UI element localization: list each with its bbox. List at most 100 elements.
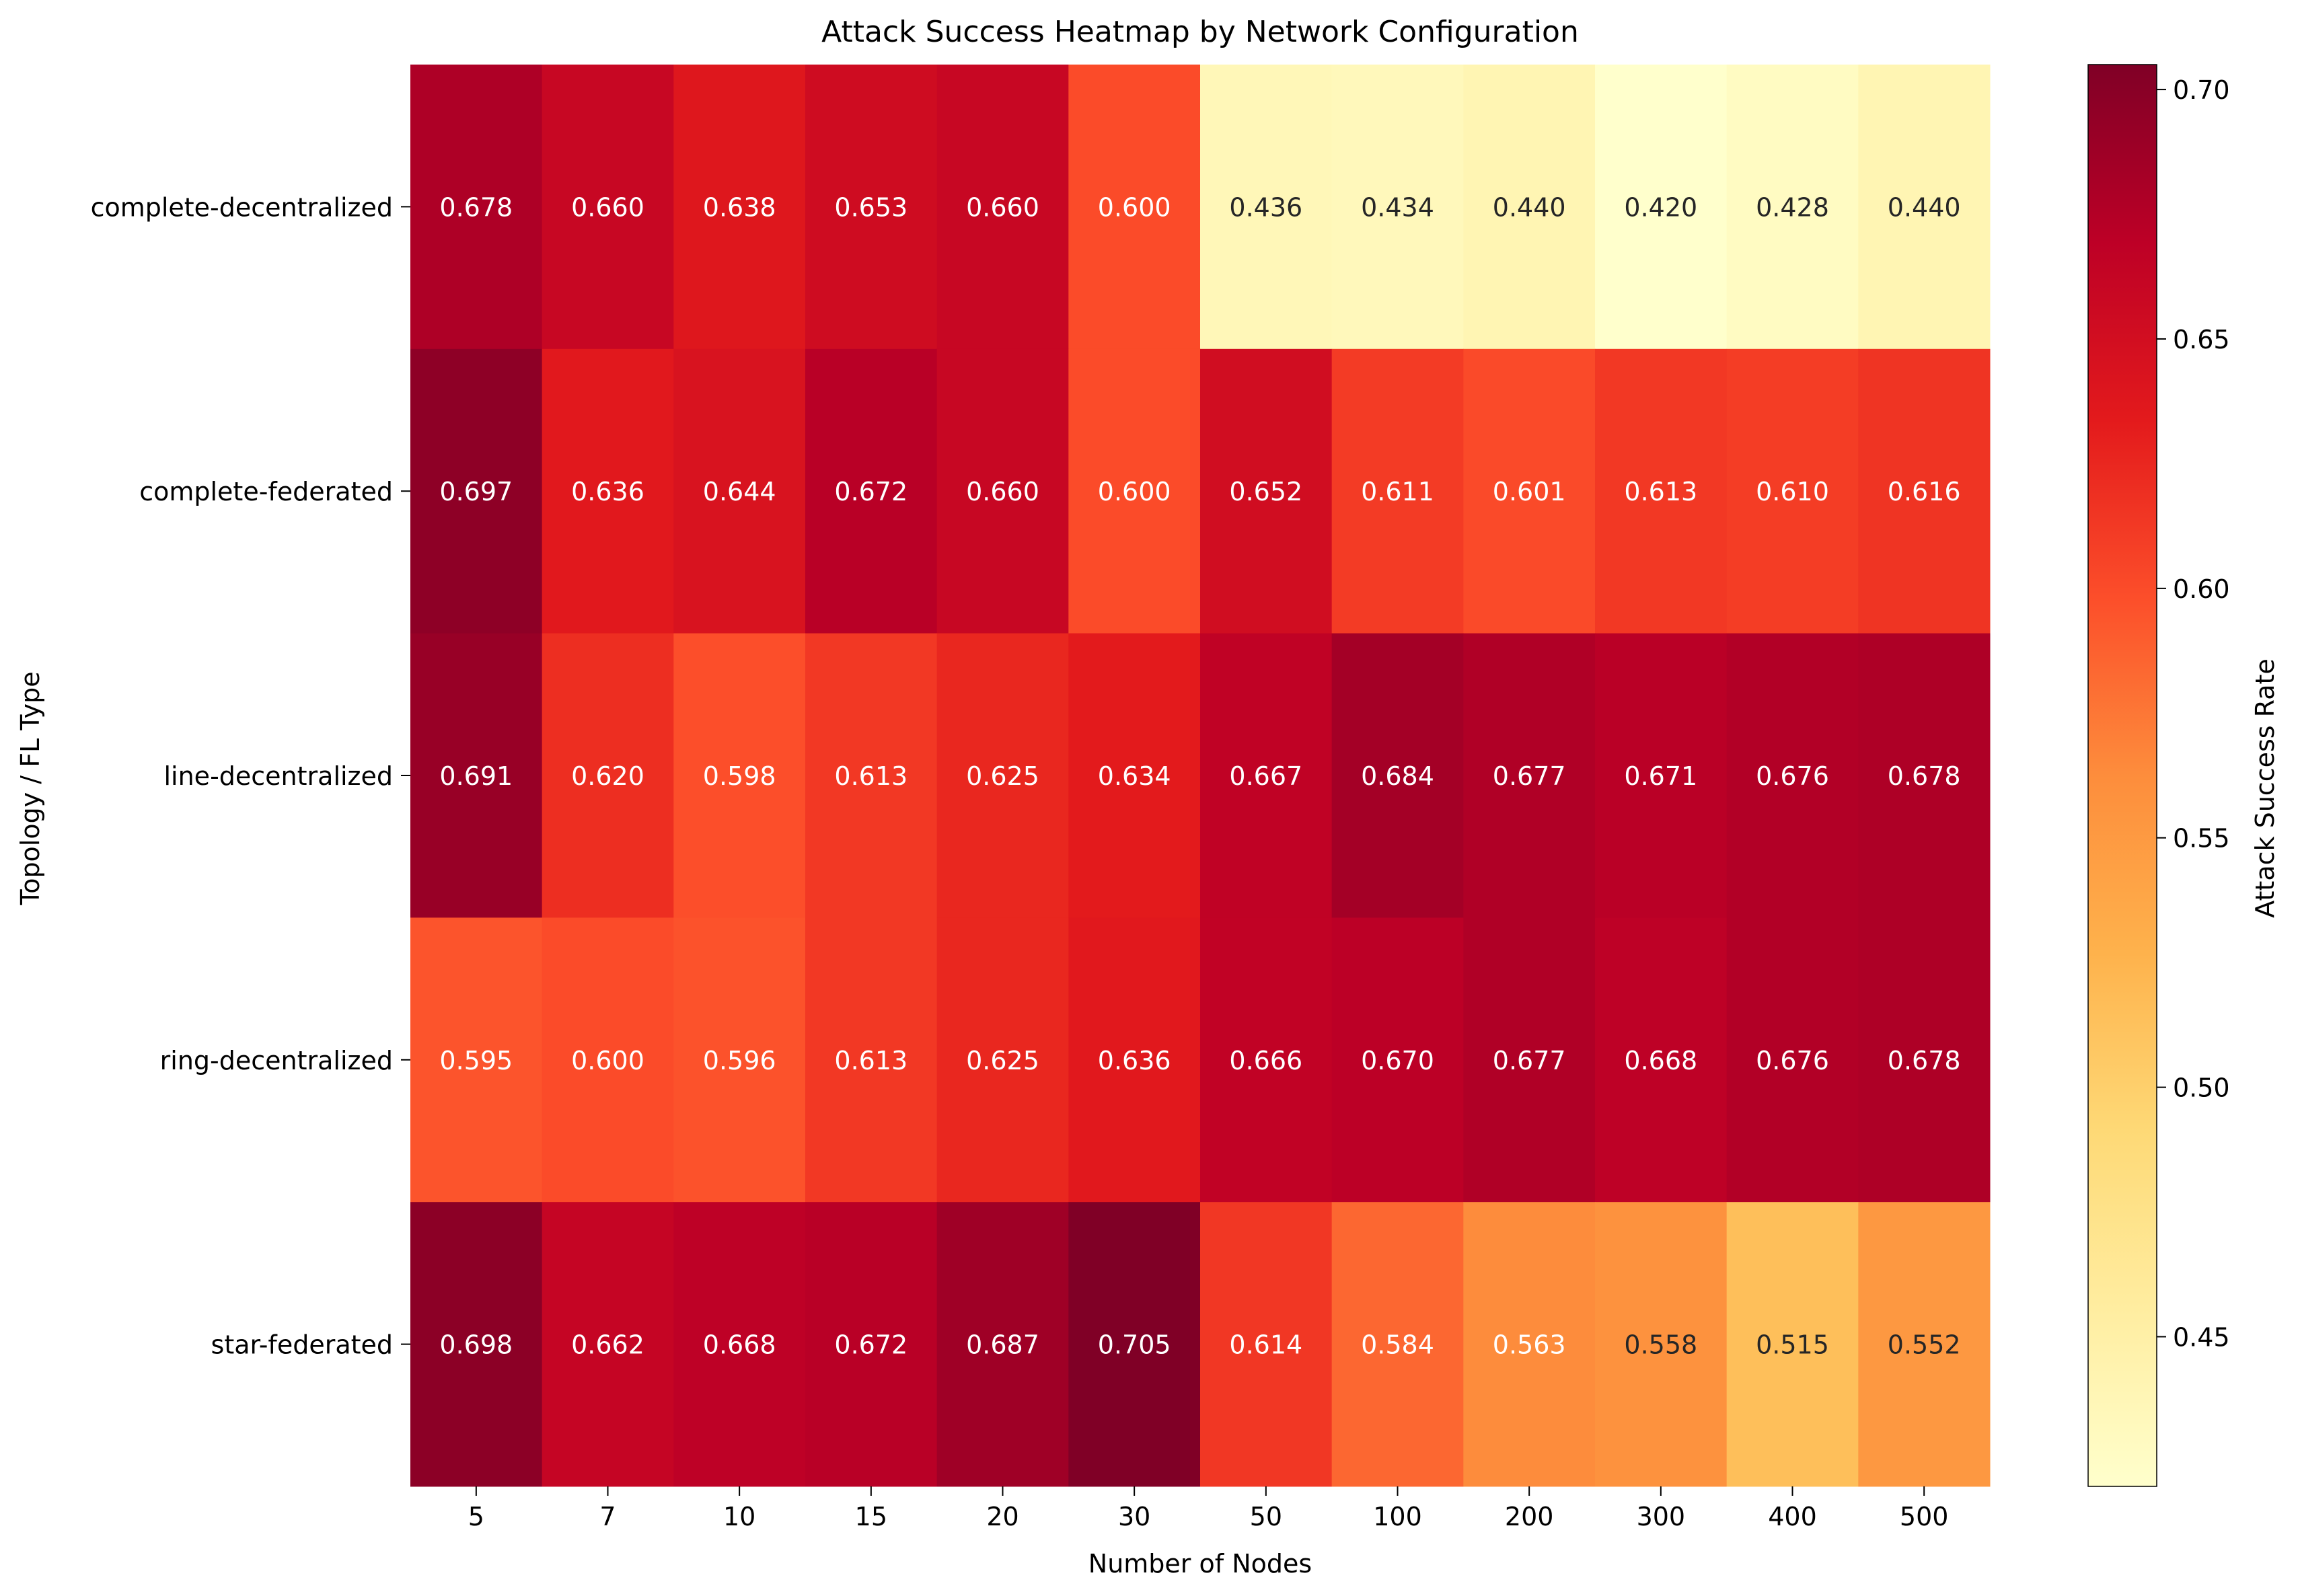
heatmap-cell-r1-c0 (410, 348, 543, 634)
heatmap-cell-r0-c3 (805, 65, 938, 350)
cell-value-label-r1-c10: 0.610 (1756, 477, 1829, 506)
heatmap-cell-r4-c4 (936, 1202, 1069, 1487)
y-tick-label-2: line-decentralized (163, 761, 393, 791)
heatmap-cell-r4-c6 (1200, 1202, 1333, 1487)
heatmap-cell-r1-c5 (1068, 348, 1201, 634)
y-tick-label-1: complete-federated (139, 477, 393, 506)
heatmap-cell-r2-c3 (805, 633, 938, 918)
cell-value-label-r1-c5: 0.600 (1098, 477, 1171, 506)
heatmap-cell-r0-c5 (1068, 65, 1201, 350)
heatmap-cell-r2-c1 (542, 633, 674, 918)
heatmap-cell-r1-c7 (1331, 348, 1464, 634)
heatmap-cells: 0.678 0.660 0.638 0.653 0.660 0.600 0.436 0.434… (410, 65, 1991, 1487)
cell-value-label-r3-c8: 0.677 (1493, 1046, 1566, 1075)
cell-value-label-r4-c5: 0.705 (1098, 1330, 1171, 1360)
cell-value-label-r0-c5: 0.600 (1098, 192, 1171, 222)
cell-value-label-r2-c6: 0.667 (1229, 761, 1302, 791)
heatmap-cell-r4-c7 (1331, 1202, 1464, 1487)
heatmap-cell-r1-c9 (1595, 348, 1728, 634)
cell-value-label-r4-c3: 0.672 (834, 1330, 907, 1360)
cell-value-label-r4-c11: 0.552 (1888, 1330, 1961, 1360)
y-tick-label-0: complete-decentralized (91, 192, 393, 222)
heatmap-cell-r0-c6 (1200, 65, 1333, 350)
cell-value-label-r1-c3: 0.672 (834, 477, 907, 506)
cell-value-label-r2-c5: 0.634 (1098, 761, 1171, 791)
heatmap-cell-r4-c2 (673, 1202, 806, 1487)
heatmap-cell-r1-c6 (1200, 348, 1333, 634)
heatmap-cell-r0-c10 (1726, 65, 1859, 350)
cell-value-label-r0-c7: 0.434 (1361, 192, 1434, 222)
cell-value-label-r2-c0: 0.691 (439, 761, 513, 791)
cell-value-label-r3-c0: 0.595 (439, 1046, 513, 1075)
cell-value-label-r3-c11: 0.678 (1888, 1046, 1961, 1075)
cell-value-label-r2-c2: 0.598 (703, 761, 776, 791)
cell-value-label-r0-c11: 0.440 (1888, 192, 1961, 222)
y-axis-label: Topology / FL Type (15, 671, 45, 905)
x-tick-label-3: 15 (855, 1502, 887, 1531)
heatmap-cell-r0-c2 (673, 65, 806, 350)
y-tick-label-3: ring-decentralized (160, 1046, 393, 1075)
x-tick-label-8: 200 (1505, 1502, 1554, 1531)
cell-value-label-r1-c6: 0.652 (1229, 477, 1302, 506)
y-axis-ticks: complete-decentralized complete-federated… (91, 192, 410, 1360)
x-tick-label-7: 100 (1373, 1502, 1422, 1531)
heatmap-cell-r4-c9 (1595, 1202, 1728, 1487)
x-tick-label-11: 500 (1900, 1502, 1949, 1531)
colorbar-tick-label-4: 0.65 (2173, 325, 2230, 354)
cell-value-label-r4-c9: 0.558 (1624, 1330, 1697, 1360)
heatmap-cell-r4-c3 (805, 1202, 938, 1487)
colorbar-label: Attack Success Rate (2250, 658, 2280, 918)
cell-value-label-r4-c8: 0.563 (1493, 1330, 1566, 1360)
cell-value-label-r3-c2: 0.596 (703, 1046, 776, 1075)
y-tick-label-4: star-federated (211, 1330, 393, 1360)
cell-value-label-r4-c7: 0.584 (1361, 1330, 1434, 1360)
colorbar-tick-label-2: 0.55 (2173, 824, 2230, 853)
heatmap-cell-r3-c6 (1200, 917, 1333, 1203)
colorbar-tick-label-1: 0.50 (2173, 1073, 2230, 1103)
heatmap-cell-r4-c0 (410, 1202, 543, 1487)
cell-value-label-r3-c6: 0.666 (1229, 1046, 1302, 1075)
heatmap-cell-r0-c0 (410, 65, 543, 350)
colorbar-tick-label-3: 0.60 (2173, 574, 2230, 604)
heatmap-cell-r3-c4 (936, 917, 1069, 1203)
cell-value-label-r1-c0: 0.697 (439, 477, 513, 506)
heatmap-cell-r2-c2 (673, 633, 806, 918)
heatmap-cell-r1-c10 (1726, 348, 1859, 634)
heatmap-cell-r3-c9 (1595, 917, 1728, 1203)
cell-value-label-r4-c2: 0.668 (703, 1330, 776, 1360)
colorbar-tick-label-5: 0.70 (2173, 75, 2230, 105)
heatmap-cell-r2-c4 (936, 633, 1069, 918)
x-tick-label-6: 50 (1250, 1502, 1282, 1531)
heatmap-cell-r0-c7 (1331, 65, 1464, 350)
heatmap-cell-r3-c10 (1726, 917, 1859, 1203)
heatmap-cell-r0-c4 (936, 65, 1069, 350)
heatmap-cell-r1-c1 (542, 348, 674, 634)
cell-value-label-r1-c2: 0.644 (703, 477, 776, 506)
cell-value-label-r1-c1: 0.636 (571, 477, 644, 506)
heatmap-cell-r2-c0 (410, 633, 543, 918)
heatmap-cell-r1-c11 (1858, 348, 1991, 634)
cell-value-label-r0-c8: 0.440 (1493, 192, 1566, 222)
cell-value-label-r0-c1: 0.660 (571, 192, 644, 222)
heatmap-cell-r3-c2 (673, 917, 806, 1203)
heatmap-cell-r4-c8 (1463, 1202, 1596, 1487)
colorbar: 0.45 0.50 0.55 0.60 0.65 0.70 (2087, 64, 2230, 1487)
cell-value-label-r1-c11: 0.616 (1888, 477, 1961, 506)
cell-value-label-r2-c7: 0.684 (1361, 761, 1434, 791)
heatmap-cell-r3-c5 (1068, 917, 1201, 1203)
heatmap-cell-r3-c11 (1858, 917, 1991, 1203)
cell-value-label-r2-c3: 0.613 (834, 761, 907, 791)
x-tick-label-10: 400 (1768, 1502, 1817, 1531)
heatmap-cell-r2-c11 (1858, 633, 1991, 918)
cell-value-label-r3-c1: 0.600 (571, 1046, 644, 1075)
heatmap-cell-r3-c1 (542, 917, 674, 1203)
cell-value-label-r4-c4: 0.687 (966, 1330, 1039, 1360)
heatmap-cell-r1-c4 (936, 348, 1069, 634)
x-axis-ticks: 5 7 10 15 20 30 50 100 200 300 400 500 (468, 1486, 1949, 1531)
cell-value-label-r2-c10: 0.676 (1756, 761, 1829, 791)
x-tick-label-5: 30 (1118, 1502, 1150, 1531)
heatmap-cell-r0-c1 (542, 65, 674, 350)
heatmap-cell-r1-c3 (805, 348, 938, 634)
